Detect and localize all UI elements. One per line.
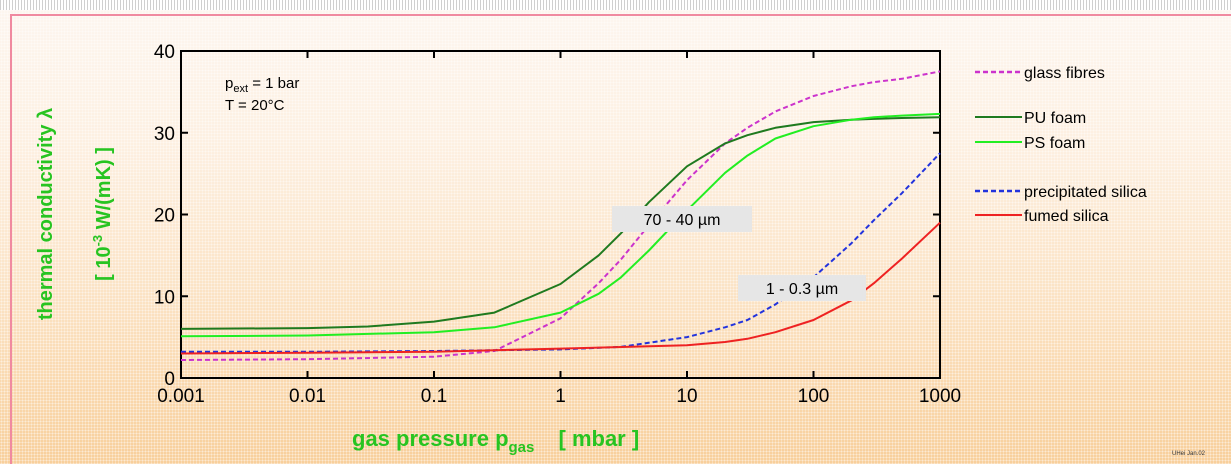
condition-pressure: pext = 1 bar — [225, 75, 299, 95]
y-tick-label: 40 — [154, 42, 175, 63]
x-axis-label: gas pressure pgas [ mbar ] — [352, 426, 639, 456]
y-axis-unit-text: [ 10-3 W/(mK) ] — [90, 147, 115, 281]
legend-label-ps-foam: PS foam — [1024, 135, 1085, 152]
frame-line-top — [10, 14, 1231, 16]
top-border — [0, 0, 1231, 10]
annotation-box-1-03: 1 - 0.3 µm — [738, 275, 866, 301]
condition-temperature: T = 20°C — [225, 97, 285, 114]
y-axis-label-line1: thermal conductivity λ — [35, 108, 57, 320]
legend-label-pu-foam: PU foam — [1024, 110, 1086, 127]
x-tick-label: 10 — [676, 386, 697, 407]
y-tick-label: 20 — [154, 206, 175, 227]
annotation-box-70-40: 70 - 40 µm — [612, 206, 752, 232]
axis-ticks — [180, 50, 941, 379]
x-tick-label: 100 — [798, 386, 830, 407]
x-tick-label: 0.1 — [421, 386, 447, 407]
y-axis-unit: [ 10-3 W/(mK) ] — [90, 147, 115, 281]
conditions-annotation: pext = 1 bar T = 20°C — [225, 75, 299, 114]
y-tick-label: 10 — [154, 287, 175, 308]
x-tick-label: 0.01 — [289, 386, 326, 407]
x-axis-label-text: gas pressure pgas [ mbar ] — [352, 426, 639, 456]
data-series — [180, 70, 941, 361]
frame-line-left — [10, 14, 12, 464]
tick-labels: 0.001 0.01 0.1 1 10 100 1000 0 10 20 30 40 — [154, 42, 961, 407]
y-tick-label: 0 — [164, 369, 175, 390]
x-tick-label: 1000 — [919, 386, 961, 407]
legend-label-fumed-silica: fumed silica — [1024, 208, 1109, 225]
annotation-1-03-text: 1 - 0.3 µm — [766, 281, 838, 298]
legend-label-glass-fibres: glass fibres — [1024, 65, 1105, 82]
x-tick-label: 1 — [555, 386, 566, 407]
series-line-precipitated-silica — [181, 152, 941, 353]
footer-credit: UHei Jan.02 — [1172, 451, 1206, 457]
legend-label-precipitated-silica: precipitated silica — [1024, 184, 1147, 201]
series-line-glass-fibres — [180, 70, 941, 361]
series-line-fumed-silica — [180, 221, 941, 355]
series-line-ps-foam — [180, 112, 941, 338]
y-axis-label: thermal conductivity λ — [35, 108, 57, 320]
annotation-70-40-text: 70 - 40 µm — [644, 212, 721, 229]
legend: glass fibres PU foam PS foam precipitated s… — [975, 65, 1147, 225]
y-tick-label: 30 — [154, 124, 175, 145]
x-tick-label: 0.001 — [157, 386, 205, 407]
